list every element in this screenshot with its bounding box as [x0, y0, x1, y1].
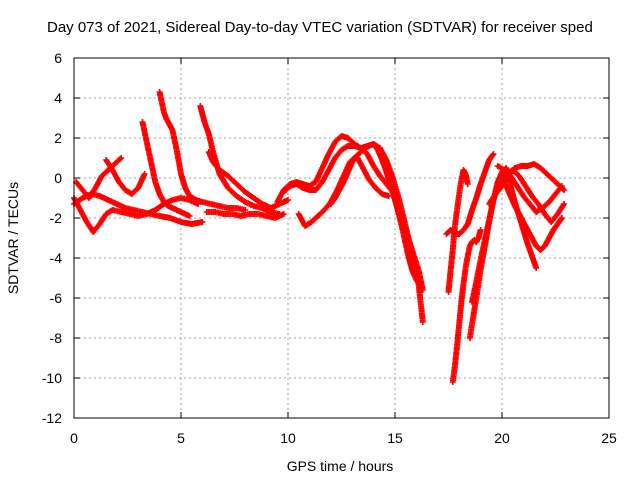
data-point-markers — [280, 141, 426, 325]
series-track-4 — [103, 157, 148, 197]
y-tick-label: 0 — [54, 170, 62, 186]
series-track-16 — [449, 227, 484, 385]
x-tick-label: 25 — [601, 430, 617, 446]
y-tick-label: -6 — [50, 290, 63, 306]
y-tick-label: -8 — [50, 330, 63, 346]
series-track-9 — [203, 209, 287, 221]
x-axis-label: GPS time / hours — [287, 458, 394, 474]
y-tick-label: 6 — [54, 50, 62, 66]
data-point-markers — [139, 119, 193, 219]
y-tick-label: -4 — [50, 250, 63, 266]
x-tick-label: 0 — [70, 430, 78, 446]
data-series — [71, 89, 568, 385]
y-tick-label: -12 — [42, 410, 62, 426]
series-track-15 — [445, 167, 471, 295]
x-tick-label: 15 — [387, 430, 403, 446]
series-track-13 — [327, 141, 424, 289]
plot-frame — [73, 57, 610, 419]
data-point-markers — [156, 89, 249, 213]
series-track-11 — [280, 141, 426, 325]
data-point-markers — [103, 157, 148, 197]
y-axis-label: SDTVAR / TECUs — [5, 182, 21, 294]
y-tick-label: 2 — [54, 130, 62, 146]
axis-ticks: 0 5 10 15 20 25 -12 -10 -8 -6 -4 -2 0 2 4 6 — [42, 50, 617, 446]
series-track-21 — [503, 183, 565, 253]
data-point-markers — [203, 209, 287, 221]
y-tick-label: 4 — [54, 90, 62, 106]
data-point-markers — [327, 141, 424, 289]
series-track-6 — [156, 89, 249, 213]
x-tick-label: 20 — [494, 430, 510, 446]
x-tick-label: 5 — [177, 430, 185, 446]
data-point-markers — [494, 163, 565, 215]
x-tick-label: 10 — [280, 430, 296, 446]
series-track-5 — [139, 119, 193, 219]
y-tick-label: -10 — [42, 370, 62, 386]
data-point-markers — [449, 227, 484, 385]
series-track-20 — [494, 163, 565, 215]
data-point-markers — [445, 167, 471, 295]
chart-title: Day 073 of 2021, Sidereal Day-to-day VTE… — [47, 19, 593, 36]
y-tick-label: -2 — [50, 210, 63, 226]
data-point-markers — [503, 183, 565, 253]
